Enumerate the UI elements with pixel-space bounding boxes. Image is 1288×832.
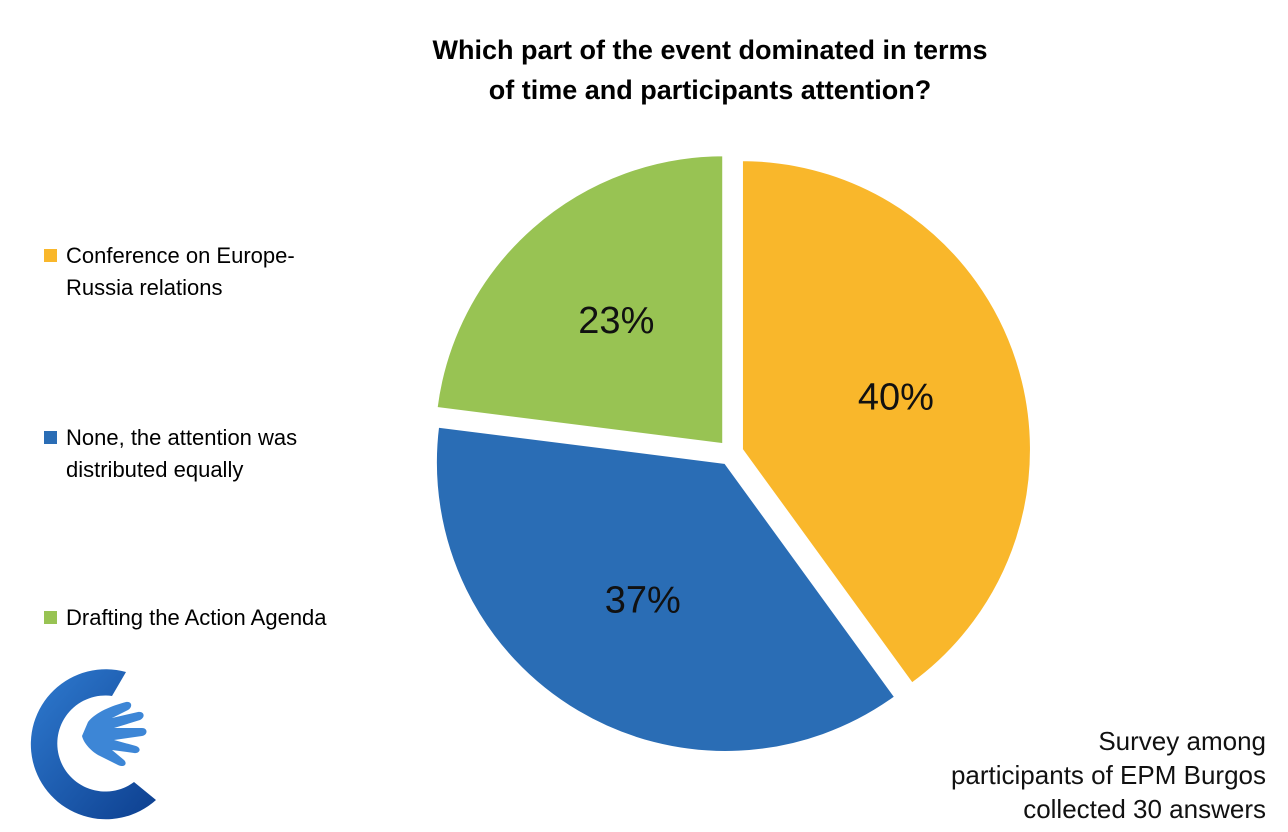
legend-swatch-none [44,431,57,444]
chart-title-line-2: of time and participants attention? [488,75,932,105]
legend-item-none: None, the attention was distributed equa… [44,422,297,486]
legend-label-none: None, the attention was distributed equa… [66,422,297,486]
pie-data-label-0: 40% [858,376,934,418]
legend-label-line: Conference on Europe- [66,243,295,268]
survey-note-line: collected 30 answers [1023,794,1266,824]
chart-title-line-1: Which part of the event dominated in ter… [432,35,988,65]
pie-slice-2 [434,153,726,447]
legend-label-conference: Conference on Europe- Russia relations [66,240,295,304]
legend-swatch-conference [44,249,57,262]
legend-label-line: None, the attention was [66,425,298,450]
chart-title: Which part of the event dominated in ter… [380,30,1040,110]
survey-note-line: Survey among [1098,726,1266,756]
legend-swatch-drafting [44,611,57,624]
legend-item-drafting: Drafting the Action Agenda [44,602,327,634]
pie-data-label-2: 23% [578,300,654,342]
survey-note-line: participants of EPM Burgos [950,760,1266,790]
pie-slice-1 [433,424,898,754]
survey-note: Survey among participants of EPM Burgos … [951,724,1266,826]
legend-label-line: distributed equally [66,457,244,482]
pie-slice-0 [739,158,1033,687]
legend-label-line: Drafting the Action Agenda [66,605,327,630]
legend-item-conference: Conference on Europe- Russia relations [44,240,295,304]
pie-data-label-1: 37% [605,579,681,621]
legend-label-line: Russia relations [66,275,223,300]
legend-label-drafting: Drafting the Action Agenda [66,602,327,634]
hand-c-logo-icon [30,669,156,820]
